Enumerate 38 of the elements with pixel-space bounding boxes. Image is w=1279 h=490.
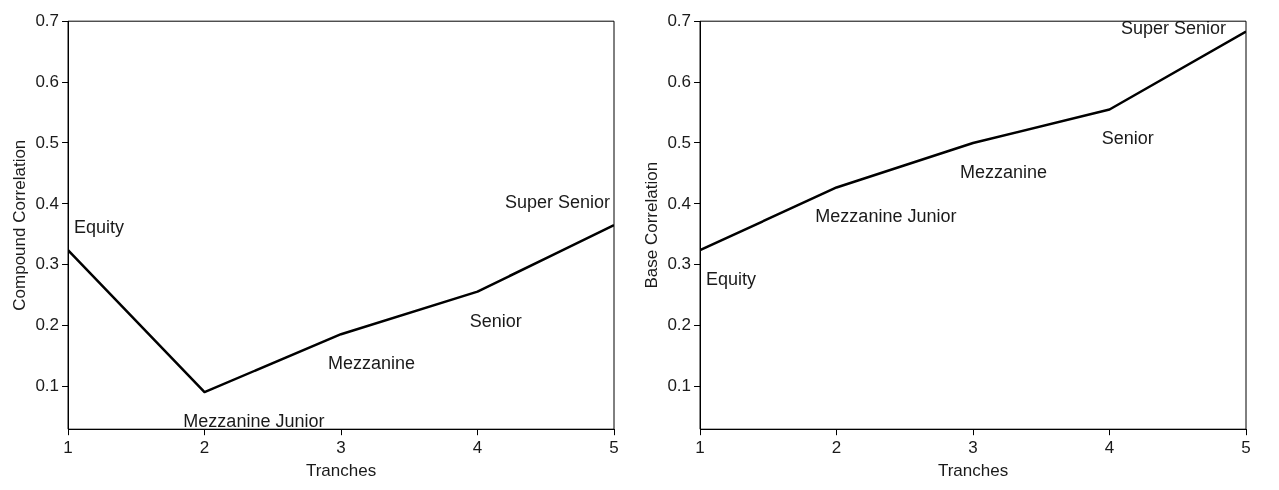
annotation: Senior (469, 310, 522, 331)
x-tick-label: 4 (472, 438, 483, 458)
y-tick-label: 0.4 (35, 193, 60, 213)
y-axis-title: Compound Correlation (9, 139, 29, 311)
y-tick-label: 0.1 (667, 376, 692, 396)
x-tick-label: 5 (609, 438, 619, 458)
x-tick-label: 2 (199, 438, 210, 458)
annotation: Equity (706, 269, 757, 290)
y-tick-label: 0.6 (667, 71, 692, 91)
y-tick-label: 0.3 (35, 254, 60, 274)
y-tick-label: 0.7 (35, 10, 60, 30)
annotation: Super Senior (1120, 17, 1227, 38)
y-tick-label: 0.4 (667, 193, 692, 213)
y-tick-label: 0.2 (667, 315, 692, 335)
annotation: Mezzanine Junior (815, 206, 957, 227)
annotation: Mezzanine (327, 353, 416, 374)
annotation: Senior (1101, 128, 1154, 149)
annotation: Equity (74, 217, 125, 238)
y-tick-label: 0.6 (35, 71, 60, 91)
x-tick-label: 3 (968, 438, 978, 458)
y-tick-label: 0.2 (35, 315, 60, 335)
x-tick-label: 2 (831, 438, 842, 458)
y-tick-label: 0.7 (667, 10, 692, 30)
x-axis-title: Tranches (937, 461, 1009, 481)
x-tick-label: 1 (695, 438, 705, 458)
annotation: Mezzanine Junior (183, 411, 325, 432)
y-axis-title: Base Correlation (641, 161, 661, 289)
y-tick-label: 0.1 (35, 376, 60, 396)
y-tick-label: 0.5 (35, 132, 60, 152)
x-tick-label: 3 (336, 438, 346, 458)
x-axis-title: Tranches (305, 461, 377, 481)
x-tick-label: 5 (1241, 438, 1251, 458)
x-tick-label: 1 (63, 438, 73, 458)
y-tick-label: 0.3 (667, 254, 692, 274)
y-tick-label: 0.5 (667, 132, 692, 152)
annotation: Mezzanine (959, 161, 1048, 182)
annotation: Super Senior (504, 192, 611, 213)
x-tick-label: 4 (1104, 438, 1115, 458)
